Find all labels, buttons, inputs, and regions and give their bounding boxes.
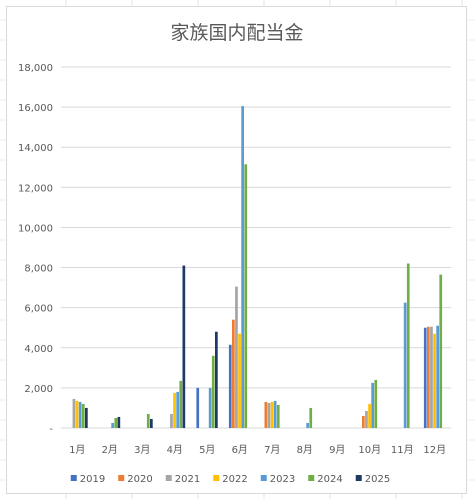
bar-2019-5	[196, 387, 200, 428]
bar-2023-8	[306, 422, 309, 428]
x-tick-label: 6月	[232, 444, 248, 456]
bar-2024-6	[244, 164, 248, 428]
bar-2022-4	[173, 392, 176, 428]
bar-2021-4	[170, 413, 173, 428]
bar-2023-2	[111, 422, 114, 428]
bar-2021-6	[235, 286, 238, 428]
legend-swatch-2025	[355, 475, 362, 481]
legend-label-2020: 2020	[127, 474, 152, 485]
legend-swatch-2020	[118, 475, 125, 481]
bar-2019-12	[423, 327, 427, 428]
bar-2020-7	[264, 401, 268, 428]
legend-label-2021: 2021	[175, 474, 200, 485]
legend-label-2024: 2024	[317, 474, 342, 485]
y-tick-label: 18,000	[18, 63, 53, 74]
chart-title: 家族国内配当金	[170, 22, 303, 44]
bar-2025-5	[215, 331, 218, 428]
legend-label-2019: 2019	[80, 474, 105, 485]
bar-2024-2	[114, 417, 118, 428]
x-tick-label: 5月	[199, 444, 215, 456]
bar-2024-4	[179, 380, 183, 428]
x-tick-label: 9月	[329, 444, 345, 456]
x-tick-label: 12月	[423, 444, 446, 456]
bar-2024-5	[211, 355, 215, 428]
bar-2024-10	[374, 379, 378, 428]
bar-2025-4	[182, 265, 186, 428]
bar-2024-11	[406, 263, 410, 428]
bar-2023-11	[403, 302, 407, 428]
bar-2024-8	[309, 407, 313, 428]
bar-2023-7	[273, 400, 277, 428]
bar-2021-12	[430, 326, 433, 428]
bar-chart: 家族国内配当金 - 2,000 4,000 6,000 8,000 10,000 12,00…	[18, 22, 451, 485]
bar-2024-1	[81, 403, 85, 428]
legend-swatch-2019	[70, 475, 77, 481]
gridlines	[61, 66, 451, 429]
bar-2022-7	[270, 401, 274, 428]
bar-2024-3	[146, 413, 150, 428]
legend-swatch-2024	[308, 475, 315, 481]
legend-label-2025: 2025	[365, 474, 390, 485]
bar-2022-1	[75, 400, 79, 428]
bar-2023-4	[176, 391, 179, 428]
bar-2023-1	[78, 401, 82, 428]
x-tick-label: 1月	[69, 444, 85, 456]
bar-2020-12	[427, 326, 430, 428]
bar-2019-6	[228, 344, 232, 428]
bar-2023-12	[436, 325, 439, 428]
bar-2023-6	[241, 106, 244, 429]
legend-label-2022: 2022	[222, 474, 247, 485]
bar-2025-1	[85, 407, 88, 428]
bar-2020-10	[362, 415, 365, 428]
x-axis-ticks: 1月 2月 3月 4月 5月 6月 7月 8月 9月 10月 11月 12月	[69, 444, 446, 456]
bar-2022-12	[433, 333, 436, 428]
bar-2020-6	[232, 319, 235, 428]
y-axis-ticks: - 2,000 4,000 6,000 8,000 10,000 12,000 14,000 1…	[18, 63, 53, 435]
bar-2024-7	[276, 404, 280, 428]
legend-swatch-2021	[165, 475, 172, 481]
x-tick-label: 3月	[134, 444, 150, 456]
legend-swatch-2022	[213, 475, 220, 481]
y-tick-label: 12,000	[18, 183, 53, 194]
bar-2025-2	[117, 416, 121, 428]
bar-2024-12	[439, 274, 443, 428]
chart-container[interactable]: 家族国内配当金 - 2,000 4,000 6,000 8,000 10,000 12,00…	[6, 6, 467, 494]
bars	[72, 106, 443, 429]
y-tick-label: 6,000	[24, 304, 53, 315]
bar-2023-5	[208, 387, 212, 428]
x-tick-label: 7月	[264, 444, 280, 456]
y-tick-label: 8,000	[24, 264, 53, 275]
legend-label-2023: 2023	[270, 474, 295, 485]
legend[interactable]: 2019 2020 2021 2022 2023 2024 2025	[70, 474, 390, 485]
bar-2021-10	[365, 410, 368, 428]
x-tick-label: 11月	[391, 444, 414, 456]
y-tick-label: 16,000	[18, 103, 53, 114]
y-tick-label: -	[49, 424, 53, 435]
bar-2022-10	[368, 403, 371, 428]
bar-2021-7	[267, 402, 271, 428]
y-tick-label: 10,000	[18, 223, 53, 234]
x-tick-label: 8月	[297, 444, 313, 456]
x-tick-label: 10月	[358, 444, 381, 456]
bar-2025-3	[150, 418, 153, 428]
y-tick-label: 14,000	[18, 143, 53, 154]
legend-swatch-2023	[260, 475, 267, 481]
bar-2023-10	[371, 382, 374, 429]
bar-2021-1	[72, 398, 76, 428]
bar-2022-6	[238, 333, 241, 428]
y-tick-label: 2,000	[24, 384, 53, 395]
x-tick-label: 4月	[167, 444, 183, 456]
y-tick-label: 4,000	[24, 344, 53, 355]
x-tick-label: 2月	[102, 444, 118, 456]
